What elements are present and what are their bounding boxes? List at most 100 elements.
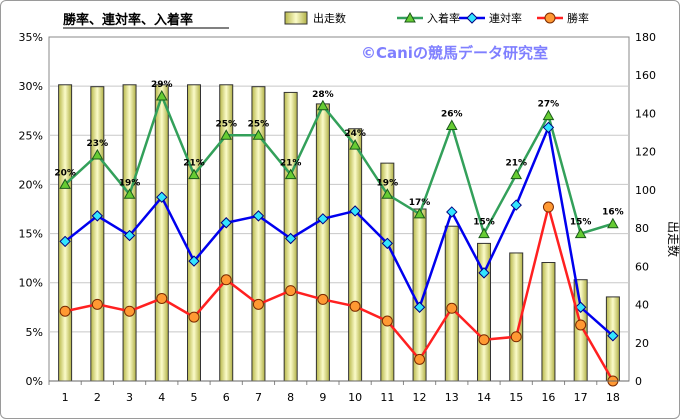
y2-tick-label: 0 (635, 375, 642, 388)
data-label-入着率: 19% (377, 178, 399, 188)
point-連対率 (381, 237, 394, 250)
y2-tick-label: 40 (635, 299, 649, 312)
legend: 出走数 入着率 連対率 勝率 (284, 11, 589, 25)
x-tick-label: 9 (319, 391, 326, 404)
line-連対率 (64, 123, 614, 337)
bar-出走数 (315, 103, 330, 382)
bar-出走数 (90, 86, 105, 382)
y2-tick-label: 160 (635, 69, 656, 82)
data-label-入着率: 16% (602, 208, 624, 218)
point-入着率 (59, 178, 71, 189)
plot-background (48, 36, 630, 382)
legend-marker-連対率 (466, 12, 478, 24)
x-tick-label: 11 (380, 391, 394, 404)
x-tick-label: 8 (287, 391, 294, 404)
line-series (59, 89, 619, 387)
point-勝率 (446, 302, 458, 314)
data-label-入着率: 27% (538, 100, 560, 110)
point-入着率 (542, 109, 555, 121)
y2-tick-label: 20 (635, 337, 649, 350)
y-tick-label: 35% (19, 31, 43, 44)
y-tick-label: 30% (19, 80, 43, 93)
point-連対率 (574, 301, 587, 313)
point-入着率 (574, 227, 587, 239)
line-入着率 (64, 92, 614, 237)
x-tick-label: 2 (94, 391, 101, 404)
bar-出走数 (348, 128, 363, 382)
point-入着率 (284, 168, 297, 180)
data-label-入着率: 15% (473, 218, 495, 228)
bar-出走数 (541, 262, 556, 382)
point-連対率 (188, 255, 200, 267)
point-連対率 (413, 301, 426, 313)
data-label-入着率: 29% (151, 80, 173, 90)
point-連対率 (91, 210, 104, 222)
point-入着率 (317, 99, 329, 111)
data-label-入着率: 25% (215, 119, 237, 129)
x-tick-label: 6 (223, 391, 230, 404)
point-勝率 (252, 298, 264, 310)
point-勝率 (349, 300, 361, 312)
point-入着率 (445, 119, 458, 130)
point-入着率 (413, 207, 426, 219)
x-tick-label: 7 (255, 391, 262, 404)
data-label-入着率: 28% (312, 90, 334, 100)
x-tick-label: 13 (445, 391, 459, 404)
data-label-入着率: 17% (409, 198, 431, 208)
data-label-入着率: 21% (183, 159, 205, 169)
point-勝率 (510, 331, 522, 343)
line-勝率 (64, 202, 614, 382)
point-入着率 (349, 139, 361, 150)
y2-tick-label: 120 (635, 146, 656, 159)
y-tick-label: 5% (26, 326, 43, 339)
point-連対率 (478, 267, 490, 279)
point-連対率 (542, 121, 555, 134)
point-勝率 (188, 311, 200, 323)
point-連対率 (220, 217, 232, 229)
y-tick-label: 20% (19, 178, 43, 191)
point-入着率 (252, 129, 265, 140)
x-tick-label: 15 (509, 391, 523, 404)
data-label-入着率: 20% (54, 168, 76, 178)
legend-marker-勝率 (544, 12, 556, 24)
point-勝率 (220, 274, 232, 286)
data-label-入着率: 24% (344, 129, 366, 139)
x-tick-label: 10 (348, 391, 362, 404)
point-連対率 (156, 191, 168, 203)
y2-tick-label: 80 (635, 222, 649, 235)
legend-marker-入着率 (404, 11, 416, 23)
point-連対率 (607, 330, 619, 342)
gridlines (49, 85, 629, 333)
point-連対率 (59, 235, 71, 248)
data-label-入着率: 19% (119, 178, 141, 188)
point-入着率 (91, 148, 104, 160)
point-入着率 (478, 227, 490, 239)
data-label-入着率: 23% (87, 139, 109, 149)
point-勝率 (285, 285, 297, 297)
point-勝率 (381, 315, 393, 327)
point-入着率 (220, 129, 233, 140)
plot-area (48, 36, 630, 382)
point-連対率 (349, 205, 361, 217)
x-tick-label: 18 (606, 391, 620, 404)
watermark: ©Caniの競馬データ研究室 (361, 44, 548, 62)
axes: 0% 5% 10% 15% 20% 25% 30% 35% 0 20 40 60 80 100 120 140… (19, 31, 656, 404)
y2-tick-label: 180 (635, 31, 656, 44)
y2-axis-label: 出走数 (666, 221, 680, 257)
point-入着率 (607, 217, 619, 229)
point-勝率 (156, 292, 168, 304)
data-label-入着率: 21% (505, 159, 527, 169)
x-tick-label: 12 (413, 391, 427, 404)
x-tick-label: 3 (126, 391, 133, 404)
point-勝率 (575, 319, 587, 331)
bar-出走数 (58, 84, 73, 382)
point-勝率 (414, 353, 426, 365)
x-tick-label: 16 (541, 391, 555, 404)
data-label-入着率: 26% (441, 109, 463, 119)
point-勝率 (124, 305, 136, 317)
point-勝率 (91, 298, 103, 310)
y2-tick-label: 140 (635, 107, 656, 120)
x-tick-label: 5 (191, 391, 198, 404)
